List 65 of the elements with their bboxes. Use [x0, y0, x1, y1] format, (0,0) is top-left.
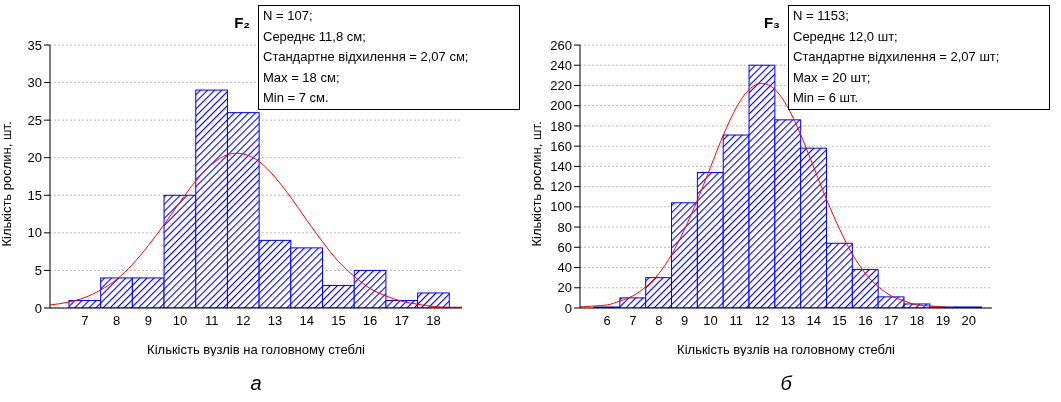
text: б [779, 372, 794, 395]
x-tick-label: 7 [81, 313, 89, 329]
x-axis-title: Кількість вузлів на головному стеблі [677, 342, 895, 357]
y-tick-label: 40 [557, 260, 572, 276]
y-tick-label: 200 [550, 98, 572, 114]
x-tick-label: 10 [172, 313, 188, 329]
y-tick-label: 30 [27, 75, 42, 91]
y-tick-label: 160 [550, 138, 572, 154]
x-tick-label: 18 [426, 313, 441, 329]
x-tick-label: 9 [681, 313, 689, 329]
x-tick-label: 18 [909, 313, 925, 329]
y-tick-label: 10 [27, 225, 42, 241]
annotation: Стандартне відхилення = 2,07 шт; [793, 48, 1001, 66]
x-tick-label: 13 [780, 313, 796, 329]
chart-title: F₃ [762, 14, 780, 31]
y-tick-label: 260 [550, 37, 572, 53]
x-tick-label: 14 [299, 313, 314, 329]
annotation: Max = 20 шт; [793, 68, 872, 87]
y-tick-label: 220 [550, 78, 572, 94]
y-tick-label: 25 [27, 112, 42, 128]
x-tick-label: 8 [112, 313, 121, 329]
text: а [249, 372, 263, 395]
x-tick-label: 10 [703, 313, 718, 329]
x-tick-label: 15 [832, 313, 847, 329]
text-box: N = 1153; Середнє 12,0 шт; Стандартне відхилення = 2,07 шт; Max = 20 шт; Min = 6 шт. [788, 5, 1050, 110]
y-tick-label: 15 [27, 187, 42, 203]
x-tick-label: 12 [754, 313, 770, 329]
x-axis-title: Кількість вузлів на головному стеблі [147, 342, 365, 357]
x-tick-label: 17 [394, 313, 410, 329]
y-tick-label: 80 [557, 219, 572, 235]
x-tick-label: 6 [603, 313, 611, 329]
x-tick-label: 7 [629, 313, 637, 329]
x-tick-label: 12 [236, 313, 251, 329]
x-tick-label: 11 [204, 313, 219, 329]
x-tick-label: 20 [961, 313, 976, 329]
chart-title: F₂ [233, 14, 250, 31]
y-tick-label: 180 [550, 118, 572, 134]
y-tick-label: 100 [550, 199, 572, 215]
y-tick-label: 60 [557, 239, 572, 255]
y-tick-label: 5 [34, 263, 42, 279]
annotation: Min = 7 см. [263, 89, 330, 107]
x-tick-label: 16 [858, 313, 873, 329]
y-tick-label: 0 [34, 300, 42, 316]
y-tick-label: 240 [550, 57, 572, 73]
x-tick-label: 17 [884, 313, 899, 329]
x-tick-label: 15 [331, 313, 346, 329]
y-tick-label: 35 [27, 37, 42, 53]
y-tick-label: 140 [550, 159, 572, 174]
x-tick-label: 19 [935, 313, 951, 329]
x-tick-label: 14 [806, 313, 821, 329]
x-tick-label: 8 [655, 313, 663, 329]
annotation: Max = 18 см; [263, 68, 341, 87]
y-tick-label: 20 [557, 280, 572, 296]
x-tick-label: 16 [362, 313, 378, 329]
y-tick-label: 120 [550, 179, 572, 195]
x-tick-label: 9 [144, 313, 152, 329]
y-tick-label: 20 [27, 150, 42, 166]
x-tick-label: 11 [729, 313, 744, 329]
text-box: N = 107; Середнє 11,8 см; Стандартне відхилення = 2,07 см; Max = 18 см; Min = 7 см. [258, 5, 520, 110]
y-tick-label: 0 [564, 300, 572, 316]
annotation: Min = 6 шт. [793, 89, 860, 107]
y-axis-title: Кількість рослин, шт. [528, 121, 544, 247]
x-tick-label: 13 [267, 313, 283, 329]
annotation: Стандартне відхилення = 2,07 см; [263, 48, 470, 66]
y-axis-title: Кількість рослин, шт. [0, 121, 14, 247]
